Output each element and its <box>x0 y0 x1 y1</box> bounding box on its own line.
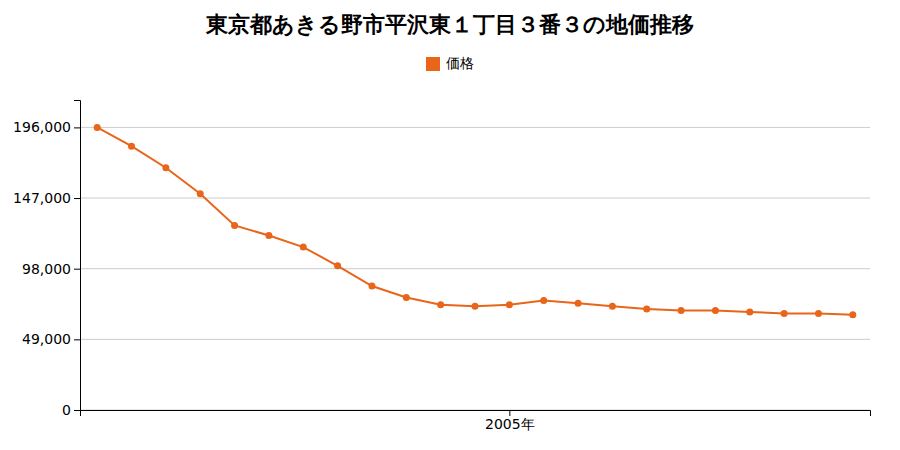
tick-label: 49,000 <box>22 331 71 347</box>
legend-swatch <box>426 57 440 71</box>
axis-line <box>74 101 81 411</box>
tick-label: 2005年 <box>485 416 535 432</box>
point <box>643 306 650 313</box>
point <box>162 164 169 171</box>
point <box>265 232 272 239</box>
line <box>97 127 853 314</box>
tick-mark <box>74 410 80 411</box>
plot: 2005年 0 49,000 98,000 147,000 196,000 <box>13 101 870 432</box>
point <box>849 311 856 318</box>
point <box>506 301 513 308</box>
tick: 98,000 <box>22 261 80 277</box>
point <box>678 307 685 314</box>
point <box>94 124 101 131</box>
chart: 東京都あきる野市平沢東１丁目３番３の地価推移 2005年 0 49,000 98,000… <box>0 0 900 450</box>
tick: 2005年 <box>485 410 535 432</box>
tick-label: 98,000 <box>22 261 71 277</box>
point <box>197 190 204 197</box>
point <box>472 303 479 310</box>
grid-line <box>80 268 870 269</box>
point <box>403 294 410 301</box>
tick-label: 0 <box>62 402 71 418</box>
point <box>128 143 135 150</box>
y-axis: 0 49,000 98,000 147,000 196,000 <box>13 101 80 418</box>
legend-item: 価格 <box>426 55 474 71</box>
tick-mark <box>74 198 80 199</box>
point <box>575 300 582 307</box>
tick-label: 196,000 <box>13 119 71 135</box>
point <box>540 297 547 304</box>
point <box>437 301 444 308</box>
tick: 0 <box>62 402 80 418</box>
grid-line <box>80 198 870 199</box>
marks <box>94 124 857 318</box>
grid-line <box>80 127 870 128</box>
point <box>334 262 341 269</box>
point <box>712 307 719 314</box>
tick-mark <box>74 339 80 340</box>
point <box>609 303 616 310</box>
point <box>746 308 753 315</box>
point <box>781 310 788 317</box>
tick: 147,000 <box>13 190 80 206</box>
tick-label: 147,000 <box>13 190 71 206</box>
grid-line <box>80 339 870 340</box>
tick: 49,000 <box>22 331 80 347</box>
axis-line <box>81 411 871 417</box>
point <box>300 244 307 251</box>
title: 東京都あきる野市平沢東１丁目３番３の地価推移 <box>205 12 694 37</box>
point <box>815 310 822 317</box>
legend: 価格 <box>426 55 474 71</box>
grid <box>80 127 870 410</box>
legend-label: 価格 <box>446 55 474 71</box>
point <box>368 283 375 290</box>
tick: 196,000 <box>13 119 80 135</box>
tick-mark <box>74 127 80 128</box>
point <box>231 222 238 229</box>
tick-mark <box>74 269 80 270</box>
x-axis: 2005年 <box>81 410 871 432</box>
